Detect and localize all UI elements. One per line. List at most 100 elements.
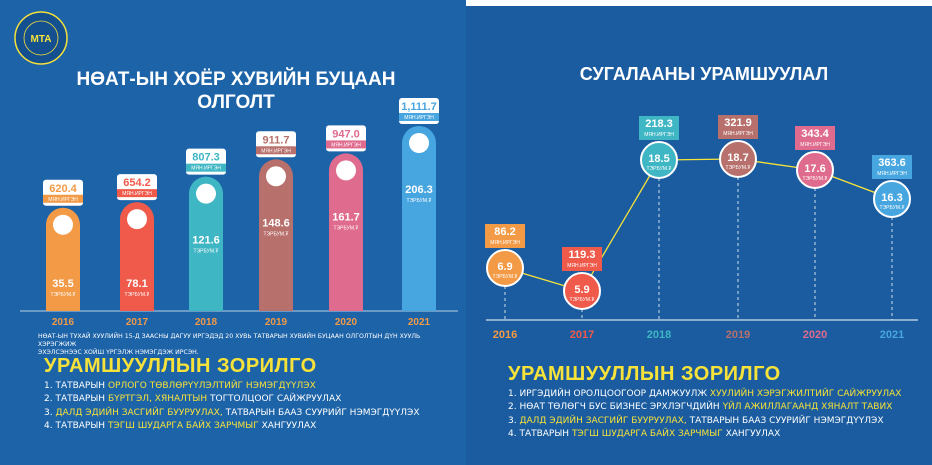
- bar-amount-label: 161.7: [332, 211, 360, 223]
- line-point: [873, 180, 911, 218]
- line-chart: 6.9ТЭРБУМ.₮86.2МЯН.ИРГЭН20165.9ТЭРБУМ.₮1…: [485, 115, 912, 341]
- bar-amount-label: 148.6: [262, 217, 290, 229]
- bar: [329, 153, 363, 311]
- right-title: СУГАЛААНЫ УРАМШУУЛАЛ: [580, 64, 828, 84]
- point-amount-unit: ТЭРБУМ.₮: [726, 165, 751, 171]
- bar: [259, 159, 293, 311]
- line-year-tick: 2017: [570, 329, 594, 341]
- point-citizens-unit: МЯН.ИРГЭН: [567, 263, 597, 269]
- right-goal-item: 1. ИРГЭДИЙН ОРОЛЦООГООР ДАМЖУУЛЖ ХУУЛИЙН…: [508, 388, 902, 399]
- line-point: [796, 151, 834, 189]
- left-title-line2: ОЛГОЛТ: [197, 92, 275, 113]
- logo-ring-icon: [14, 11, 68, 65]
- tax-authority-logo: МТА: [14, 11, 68, 65]
- bar: [402, 126, 436, 311]
- point-amount-label: 18.7: [727, 152, 748, 164]
- point-citizens-unit: МЯН.ИРГЭН: [800, 142, 830, 148]
- point-amount-label: 6.9: [497, 261, 512, 273]
- bar-year-tick: 2021: [408, 317, 431, 328]
- footnote-line2: ЭХЭЛСЭНЭЭС ХОЙШ ҮРГЭЛЖ НЭМЭГДЭЖ ИРСЭН.: [38, 349, 199, 356]
- point-amount-label: 5.9: [574, 284, 589, 296]
- bar-citizens-label: 807.3: [192, 152, 220, 164]
- left-title-line1: НӨАТ-ЫН ХОЁР ХУВИЙН БУЦААН: [76, 68, 395, 90]
- bar-cap-circle: [127, 209, 147, 230]
- line-year-tick: 2018: [647, 329, 671, 341]
- left-goal-item: 3. ДАЛД ЭДИЙН ЗАСГИЙГ БУУРУУЛАХ, ТАТВАРЫ…: [44, 407, 420, 418]
- left-goal-item: 1. ТАТВАРЫН ОРЛОГО ТӨВЛӨРҮҮЛЭЛТИЙГ НЭМЭГ…: [44, 380, 316, 391]
- bar-citizens-unit: МЯН.ИРГЭН: [404, 115, 434, 121]
- point-citizens-label: 86.2: [494, 226, 515, 238]
- bar-cap-circle: [266, 166, 286, 187]
- line-year-tick: 2016: [493, 329, 517, 341]
- bar-citizens-unit: МЯН.ИРГЭН: [261, 148, 291, 154]
- point-citizens-label: 119.3: [569, 249, 596, 261]
- point-amount-label: 16.3: [881, 192, 902, 204]
- bar-amount-unit: ТЭРБУМ.₮: [264, 231, 289, 237]
- line-point: [563, 272, 601, 310]
- right-goals-heading: УРАМШУУЛЛЫН ЗОРИЛГО: [508, 363, 781, 385]
- logo-text: МТА: [30, 34, 51, 45]
- point-citizens-tag: [562, 247, 602, 271]
- line-point: [719, 140, 757, 178]
- bar-unit-band: [186, 163, 226, 172]
- bar-amount-label: 35.5: [52, 278, 73, 290]
- line-point: [640, 141, 678, 179]
- bar-unit-band: [117, 189, 157, 198]
- left-footnote: НӨАТ-ЫН ТУХАЙ ХУУЛИЙН 15-Д ЗААСНЫ ДАГУУ …: [38, 333, 458, 357]
- point-citizens-tag: [718, 115, 758, 139]
- bar: [189, 176, 223, 311]
- line-year-tick: 2019: [726, 329, 750, 341]
- bar-citizens-unit: МЯН.ИРГЭН: [122, 191, 152, 197]
- bar-year-tick: 2016: [52, 317, 75, 328]
- line-year-tick: 2021: [880, 329, 904, 341]
- bar-amount-unit: ТЭРБУМ.₮: [51, 292, 76, 298]
- point-amount-label: 18.5: [648, 153, 669, 165]
- bar-citizens-unit: МЯН.ИРГЭН: [191, 166, 221, 172]
- bar-year-tick: 2019: [265, 317, 288, 328]
- right-panel-background: [466, 0, 932, 465]
- bar-year-tick: 2017: [126, 317, 149, 328]
- bar-chart: 620.4 МЯН.ИРГЭН 35.5 ТЭРБУМ.₮ 2016 654.2 МЯН.И…: [43, 98, 439, 328]
- right-goals: УРАМШУУЛЛЫН ЗОРИЛГО 1. ИРГЭДИЙН ОРОЛЦООГ…: [508, 363, 902, 442]
- bar-amount-label: 121.6: [192, 235, 220, 247]
- bar-cap-circle: [196, 183, 216, 204]
- point-amount-unit: ТЭРБУМ.₮: [493, 274, 518, 280]
- point-citizens-tag: [485, 224, 525, 248]
- bar-cap-circle: [53, 214, 73, 235]
- point-citizens-unit: МЯН.ИРГЭН: [877, 171, 907, 177]
- point-citizens-label: 343.4: [801, 128, 829, 140]
- bar-citizens-unit: МЯН.ИРГЭН: [331, 142, 361, 148]
- line-point: [486, 249, 524, 287]
- logo-inner-ring-icon: [23, 20, 59, 56]
- left-goals-heading: УРАМШУУЛЛЫН ЗОРИЛГО: [44, 355, 317, 377]
- point-citizens-label: 321.9: [724, 117, 752, 129]
- footnote-line1: НӨАТ-ЫН ТУХАЙ ХУУЛИЙН 15-Д ЗААСНЫ ДАГУУ …: [38, 333, 421, 348]
- bar-citizens-label: 911.7: [263, 134, 290, 146]
- point-citizens-tag: [872, 155, 912, 179]
- left-goal-item: 4. ТАТВАРЫН ТЭГШ ШУДАРГА БАЙХ ЗАРЧМЫГ ХА…: [44, 421, 317, 431]
- bar-citizens-label: 654.2: [123, 177, 151, 189]
- point-citizens-label: 218.3: [645, 118, 673, 130]
- bar-amount-label: 78.1: [126, 278, 147, 290]
- bar-amount-label: 206.3: [405, 184, 433, 196]
- line-year-tick: 2020: [803, 329, 827, 341]
- right-goal-item: 3. ДАЛД ЭДИЙН ЗАСГИЙГ БУУРУУЛАХ, ТАТВАРЫ…: [508, 415, 884, 426]
- bar-citizens-label: 947.0: [332, 128, 360, 140]
- bar-amount-unit: ТЭРБУМ.₮: [194, 249, 219, 255]
- bar: [120, 202, 154, 311]
- left-goals: УРАМШУУЛЛЫН ЗОРИЛГО 1. ТАТВАРЫН ОРЛОГО Т…: [44, 355, 420, 434]
- right-goal-item: 4. ТАТВАРЫН ТЭГШ ШУДАРГА БАЙХ ЗАРЧМЫГ ХА…: [508, 429, 781, 439]
- bar-unit-band: [399, 113, 439, 121]
- point-amount-unit: ТЭРБУМ.₮: [570, 297, 595, 303]
- point-citizens-unit: МЯН.ИРГЭН: [490, 240, 520, 246]
- bar-cap-circle: [336, 160, 356, 181]
- bar-citizens-label: 1,111.7: [401, 101, 437, 113]
- left-goal-item: 2. ТАТВАРЫН БҮРТГЭЛ, ХЯНАЛТЫН ТОГТОЛЦООГ…: [44, 394, 342, 404]
- bar-year-tick: 2018: [195, 317, 218, 328]
- bar-unit-band: [326, 140, 366, 149]
- bar-citizens-unit: МЯН.ИРГЭН: [48, 197, 78, 203]
- right-goal-item: 2. НӨАТ ТӨЛӨГЧ БУС БИЗНЕС ЭРХЛЭГЧДИЙН ҮЙ…: [508, 402, 893, 412]
- point-citizens-tag: [795, 126, 835, 150]
